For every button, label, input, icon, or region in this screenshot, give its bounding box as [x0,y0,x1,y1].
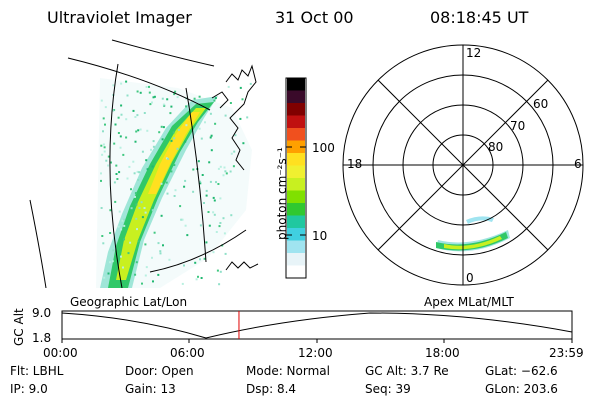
status-door: Door: Open [125,364,194,378]
colorbar-axis-label: photon cm⁻²s⁻¹ [275,147,289,240]
polar-label-18: 18 [347,157,363,171]
colorbar-swatch [287,228,305,241]
aurora-band-peak [148,112,200,194]
polar-label-12: 12 [466,46,482,60]
polar-label-6: 6 [574,157,582,171]
status-ip: IP: 9.0 [10,382,48,396]
status-gain: Gain: 13 [125,382,176,396]
polar-aurora-faint [466,216,494,224]
noise-speckles [100,80,252,286]
colorbar-swatch [287,203,305,216]
colorbar-swatch [287,265,305,279]
coastline [225,64,257,171]
colorbar-swatch [287,215,305,229]
time-label: 08:18:45 UT [430,8,529,27]
colorbar-swatch [287,165,305,179]
altitude-panel [61,310,573,343]
x-tick-1200: 12:00 [298,346,333,360]
coastline [211,91,229,109]
altitude-right-title: Apex MLat/MLT [424,295,514,309]
polar-plot [342,44,584,286]
latitude-line [111,39,215,67]
geographic-aurora-image [29,39,259,288]
altitude-y-label: GC Alt [12,308,26,346]
latitude-line [67,57,211,111]
colorbar-swatch [287,190,305,204]
altitude-trace [61,312,573,339]
polar-label-0: 0 [466,271,474,285]
status-glat: GLat: −62.6 [485,364,558,378]
x-tick-1800: 18:00 [425,346,460,360]
status-dsp: Dsp: 8.4 [246,382,297,396]
latitude-line [149,229,247,273]
colorbar-swatch [287,103,305,116]
colorbar-tick-100: 100 [312,141,335,155]
date-label: 31 Oct 00 [275,8,354,27]
x-tick-2359: 23:59 [549,346,584,360]
colorbar-swatch [287,178,305,191]
coastline [225,261,259,271]
status-filter: Flt: LBHL [10,364,64,378]
longitude-line [109,63,123,288]
polar-label-60: 60 [533,97,549,111]
status-mode: Mode: Normal [246,364,330,378]
x-tick-0000: 00:00 [43,346,78,360]
polar-label-70: 70 [510,119,526,133]
aurora-band-core [116,108,206,280]
colorbar-swatch [287,128,305,141]
longitude-line [29,199,47,288]
polar-label-80: 80 [488,140,504,154]
colorbar [285,77,307,279]
colorbar-swatch [287,115,305,129]
colorbar-swatch [287,253,305,266]
colorbar-swatch [287,153,305,166]
colorbar-swatch [287,78,305,91]
longitude-line [185,87,207,263]
altitude-y-tick-1-8: 1.8 [32,331,52,345]
colorbar-tick-10: 10 [312,229,328,243]
colorbar-swatch [287,240,305,254]
status-gc-alt: GC Alt: 3.7 Re [365,364,449,378]
status-glon: GLon: 203.6 [485,382,558,396]
status-seq: Seq: 39 [365,382,411,396]
colorbar-swatch [287,90,305,104]
altitude-y-tick-9: 9.0 [32,306,52,320]
instrument-title: Ultraviolet Imager [47,8,192,27]
colorbar-gradient [287,78,305,279]
x-axis-ticks [61,339,573,343]
colorbar-swatch [287,140,305,154]
x-tick-0600: 06:00 [170,346,205,360]
polar-aurora-core [444,236,502,250]
altitude-left-title: Geographic Lat/Lon [70,295,188,309]
